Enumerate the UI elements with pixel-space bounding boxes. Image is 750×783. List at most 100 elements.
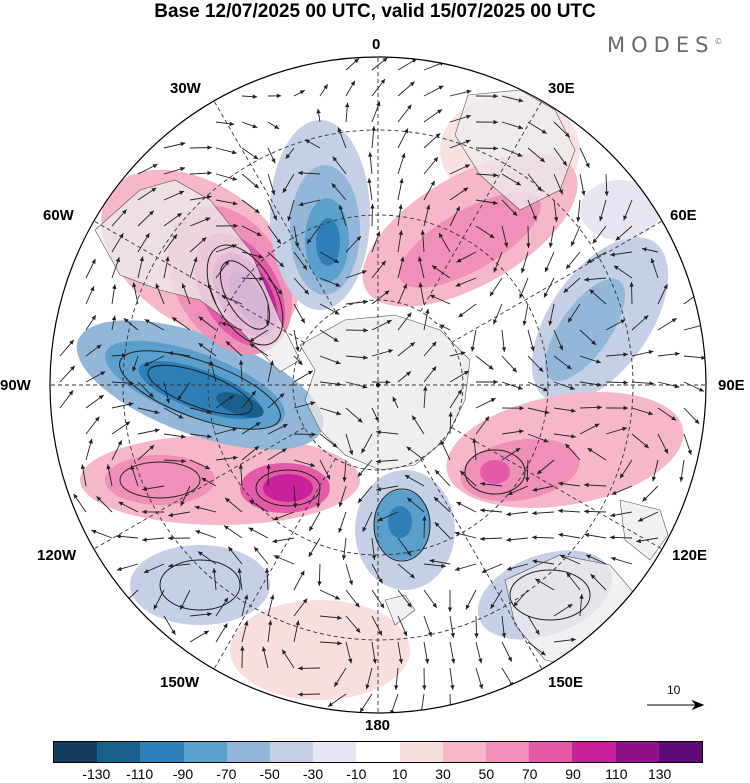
wind-vector-head xyxy=(558,532,564,538)
wind-vector-head xyxy=(293,503,298,508)
wind-vector-head xyxy=(207,612,212,617)
wind-vector-head xyxy=(566,264,571,269)
colorbar-tick-label: 130 xyxy=(647,766,672,782)
wind-vector-head xyxy=(258,254,264,259)
wind-vector-head xyxy=(181,434,186,439)
wind-vector-head xyxy=(334,681,339,687)
wind-vector-head xyxy=(537,186,542,192)
wind-vector-head xyxy=(264,568,270,573)
wind-vector-head xyxy=(198,316,204,321)
wind-vector-head xyxy=(431,265,437,270)
wind-vector-head xyxy=(512,211,518,216)
wind-vector-head xyxy=(298,202,304,207)
wind-vector-head xyxy=(248,527,254,532)
wind-vector-head xyxy=(568,317,573,323)
wind-vector-head xyxy=(277,289,283,295)
wind-vector-head xyxy=(377,517,383,521)
wind-vector-head xyxy=(610,535,615,540)
wind-vector-head xyxy=(493,319,498,325)
wind-vector-head xyxy=(357,418,363,423)
wind-vector-head xyxy=(251,390,256,396)
wind-vector-head xyxy=(209,360,214,366)
wind-vector-head xyxy=(400,256,405,262)
meridian-lines xyxy=(50,57,706,713)
wind-vector-head xyxy=(363,299,368,305)
wind-vector-head xyxy=(305,139,311,144)
wind-vector-head xyxy=(310,462,316,467)
wind-vector-head xyxy=(281,448,287,453)
colorbar-ticks: -130 -110 -90 -70 -50 -30 -10 10 30 50 70 90 110 130 xyxy=(0,766,750,783)
wind-vector-head xyxy=(629,282,634,287)
wind-vector-head xyxy=(326,474,330,480)
wind-vector-head xyxy=(518,125,523,130)
wind-vector-head xyxy=(376,430,381,435)
wind-vector-head xyxy=(195,530,201,535)
wind-vector-head xyxy=(465,604,470,610)
wind-vector-head xyxy=(336,411,342,416)
wind-vectors xyxy=(59,57,706,713)
wind-vector-head xyxy=(701,355,706,360)
wind-vector-head xyxy=(254,183,259,189)
wind-vector-head xyxy=(455,206,460,212)
wind-vector-head xyxy=(254,446,259,451)
wind-vector-head xyxy=(671,318,677,323)
wind-vector-head xyxy=(349,450,354,456)
wind-vector-head xyxy=(480,508,485,513)
wind-vector-head xyxy=(440,440,445,446)
meridian-line xyxy=(93,427,305,550)
wind-vector-head xyxy=(517,385,523,390)
wind-vector-head xyxy=(201,237,207,242)
colorbar-swatch xyxy=(658,742,703,762)
wind-vector-head xyxy=(106,464,111,470)
wind-vector-head xyxy=(535,578,541,583)
pole-point xyxy=(376,383,380,387)
wind-vector-head xyxy=(597,382,602,387)
wind-vector-head xyxy=(254,546,259,552)
wind-vector-head xyxy=(562,160,567,166)
wind-vector-head xyxy=(232,427,238,432)
wind-vector-head xyxy=(221,295,227,300)
wind-vector-head xyxy=(403,631,408,637)
wind-vector-head xyxy=(696,290,702,296)
wind-vector-head xyxy=(456,258,462,263)
wind-vector-head xyxy=(501,347,507,352)
wind-vector-head xyxy=(154,409,160,415)
colorbar-tick-label: 50 xyxy=(478,766,495,782)
wind-vector-head xyxy=(207,170,212,176)
wind-vector-head xyxy=(590,574,596,579)
wind-vector-head xyxy=(571,637,576,642)
wind-vector-head xyxy=(203,630,209,635)
wind-vector-head xyxy=(378,578,383,584)
wind-vector-head xyxy=(80,464,86,470)
wind-vector-head xyxy=(300,570,305,576)
wind-vector-head xyxy=(569,385,575,390)
wind-vector-head xyxy=(274,124,280,129)
wind-vector-head xyxy=(232,176,238,181)
wind-vector-head xyxy=(430,180,435,186)
lon-label-180: 180 xyxy=(365,717,391,734)
wind-vector-head xyxy=(171,629,176,635)
wind-vector-head xyxy=(205,465,211,470)
wind-vector-head xyxy=(423,386,428,391)
wind-vector-head xyxy=(282,424,288,429)
colorbar-tick-label: 30 xyxy=(435,766,451,782)
wind-vector-head xyxy=(221,322,227,327)
wind-vector-head xyxy=(148,392,154,398)
wind-vector-head xyxy=(489,291,495,297)
colorbar-swatch xyxy=(183,742,227,762)
wind-vector-head xyxy=(273,516,279,521)
wind-vector-head xyxy=(381,260,386,266)
wind-vector-head xyxy=(563,288,569,293)
wind-vector-head xyxy=(231,244,237,249)
wind-vector-head xyxy=(179,190,185,195)
wind-vector-head xyxy=(129,380,134,386)
wind-vector-head xyxy=(458,312,464,318)
wind-vector-head xyxy=(376,231,381,237)
wind-vector-head xyxy=(644,443,649,449)
wind-vector-head xyxy=(620,319,626,324)
wind-vector-head xyxy=(537,469,542,475)
wind-vector-head xyxy=(437,109,442,114)
wind-vector-head xyxy=(249,343,255,348)
wind-vector-head xyxy=(526,243,531,248)
